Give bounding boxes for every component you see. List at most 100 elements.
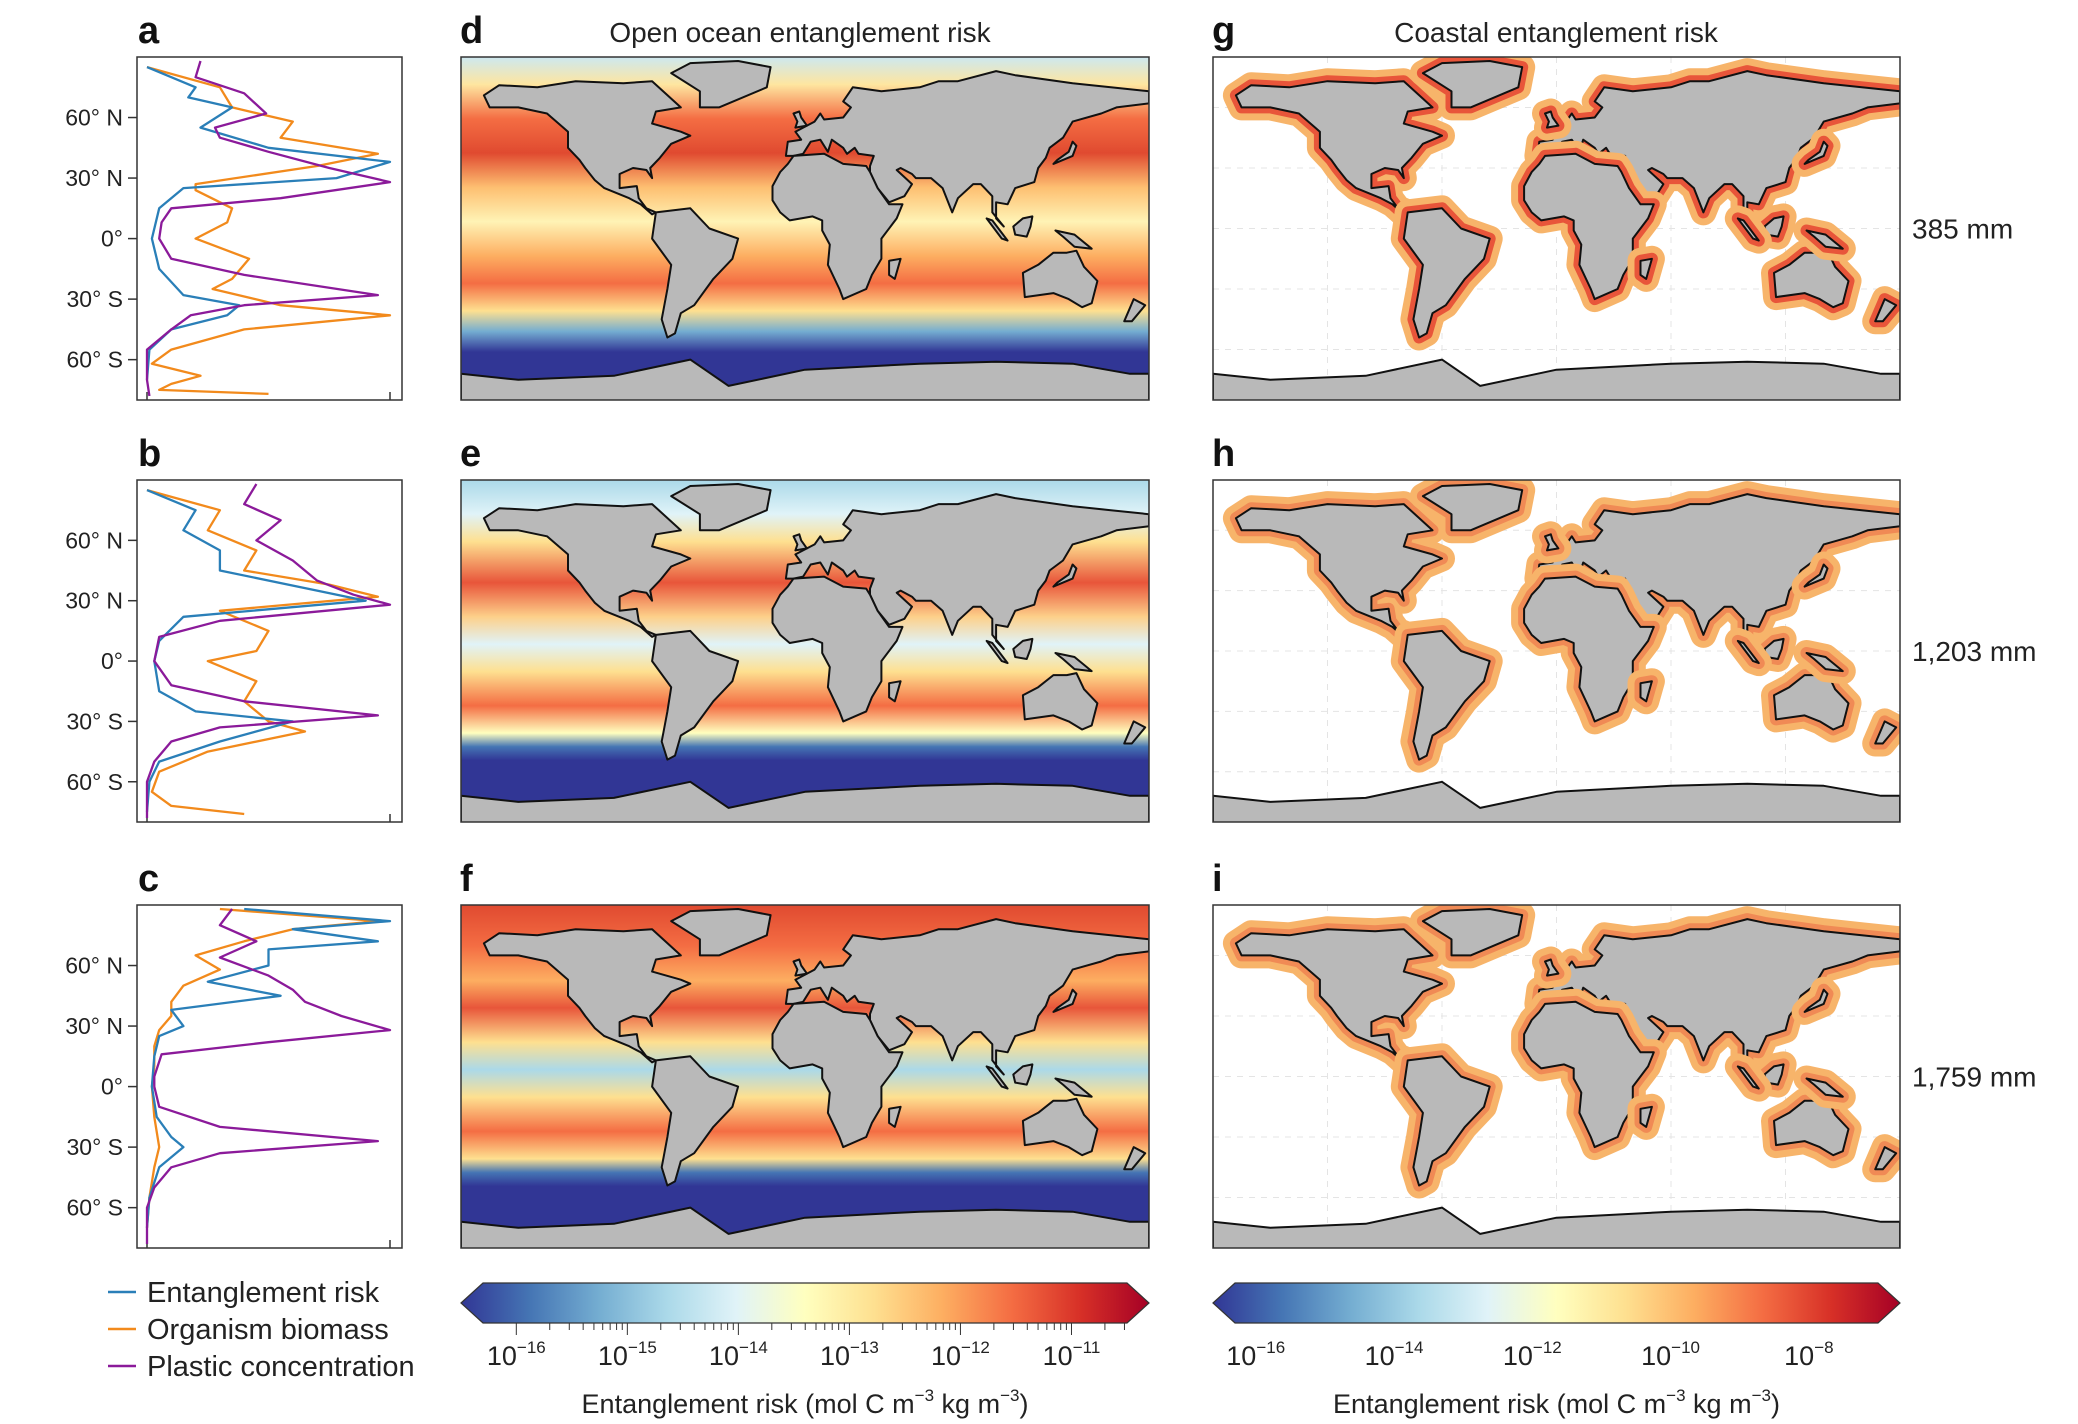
- landmass-newguinea: [1054, 652, 1093, 673]
- landmass-japan: [1803, 988, 1829, 1013]
- tick-base: 10: [1226, 1341, 1256, 1371]
- landmass-na: [1234, 80, 1443, 216]
- tick-exponent: −11: [1073, 1338, 1101, 1357]
- map-frame: [1212, 56, 1901, 401]
- colorbar-gradient: [460, 1282, 1150, 1324]
- map-frame: [1212, 904, 1901, 1249]
- y-tick-label: 30° N: [65, 588, 123, 614]
- landmass-australia: [1021, 249, 1099, 309]
- label-exponent: −3: [1000, 1386, 1019, 1405]
- landmass-africa: [771, 152, 904, 301]
- row-label: 385 mm: [1912, 214, 2013, 245]
- plot-frame: [136, 56, 403, 401]
- landmass-africa: [1523, 152, 1655, 301]
- plot-frame: [136, 904, 403, 1249]
- tick-base: 10: [931, 1341, 961, 1371]
- landmass-newguinea: [1054, 1077, 1093, 1098]
- landmass-madagascar: [888, 680, 902, 703]
- series-line-organism-biomass: [146, 488, 380, 816]
- tick-exponent: −12: [1533, 1338, 1562, 1357]
- landmass-greenland: [670, 60, 772, 109]
- series-line-organism-biomass: [146, 65, 392, 396]
- y-tick-label: 60° S: [66, 1195, 123, 1221]
- colorbar-open-ocean: 10−16 10−15 10−14 10−13 10−12 10−11Entangleme…: [460, 1282, 1150, 1419]
- tick-base: 10: [820, 1341, 850, 1371]
- landmass-sumatra: [1736, 1065, 1760, 1090]
- landmass-greenland: [1421, 483, 1524, 532]
- y-tick-label: 60° S: [66, 347, 123, 373]
- tick-exponent: −10: [1671, 1338, 1700, 1357]
- colorbar-tick-label: 10−14: [1365, 1338, 1424, 1371]
- landmass-sa: [651, 1055, 740, 1187]
- landmass-sa: [1402, 1055, 1491, 1187]
- landmass-sa: [1402, 629, 1491, 761]
- label-part: Entanglement risk (mol C m: [1333, 1389, 1666, 1419]
- landmass-sumatra: [985, 639, 1009, 665]
- landmass-eurasia: [784, 493, 1149, 650]
- landmass-newguinea: [1805, 1077, 1844, 1098]
- coastal-title: Coastal entanglement risk: [1394, 17, 1719, 48]
- open-ocean-map: [460, 904, 1150, 1249]
- row-label: 1,203 mm: [1912, 636, 2037, 667]
- colorbar-gradient: [1212, 1282, 1901, 1324]
- tick-base: 10: [487, 1341, 517, 1371]
- colorbar-tick-label: 10−15: [598, 1338, 657, 1371]
- tick-exponent: −15: [628, 1338, 657, 1357]
- landmass-sumatra: [985, 217, 1009, 242]
- y-tick-label: 60° N: [65, 527, 123, 553]
- tick-base: 10: [1784, 1341, 1814, 1371]
- series-line-entanglement-risk: [145, 907, 392, 1228]
- tick-base: 10: [1503, 1341, 1533, 1371]
- landmass-na: [1234, 503, 1443, 638]
- panel-letter: g: [1212, 10, 1235, 52]
- y-tick-label: 30° S: [66, 286, 123, 312]
- tick-exponent: −16: [1256, 1338, 1285, 1357]
- landmass-nz: [1874, 720, 1898, 745]
- landmass-greenland: [670, 483, 772, 532]
- landmass-uk: [1544, 958, 1560, 977]
- landmass-antarctica: [461, 358, 1149, 400]
- landmass-africa: [771, 575, 904, 723]
- open-ocean-map: [460, 479, 1150, 823]
- latitude-profile-b: 60° N 30° N 0° 30° S 60° S: [65, 479, 403, 823]
- colorbar-tick-label: 10−10: [1641, 1338, 1700, 1371]
- landmass-sumatra: [1736, 217, 1760, 242]
- landmass-antarctica: [461, 1206, 1149, 1248]
- landmass-eurasia: [784, 70, 1149, 228]
- label-part: ): [1771, 1389, 1780, 1419]
- map-frame: [460, 904, 1150, 1249]
- panel-letter: f: [460, 858, 473, 900]
- landmass-na: [482, 928, 692, 1064]
- panel-letter: a: [138, 10, 160, 52]
- landmass-australia: [1773, 672, 1850, 731]
- y-tick-label: 0°: [101, 226, 123, 252]
- landmass-newguinea: [1054, 229, 1093, 250]
- series-line-entanglement-risk: [145, 66, 392, 380]
- label-part: Entanglement risk (mol C m: [582, 1389, 915, 1419]
- landmass-japan: [1803, 140, 1829, 165]
- open-ocean-map: [460, 56, 1150, 401]
- landmass-borneo: [1012, 1063, 1034, 1086]
- landmass-uk: [792, 110, 808, 129]
- landmass-australia: [1773, 1097, 1850, 1157]
- landmass-greenland: [1421, 908, 1524, 957]
- landmass-borneo: [1012, 215, 1034, 238]
- panel-letter: b: [138, 433, 161, 475]
- legend-label: Entanglement risk: [147, 1277, 380, 1309]
- landmass-antarctica: [1213, 780, 1900, 822]
- coastal-map: [1212, 56, 1901, 401]
- label-part: kg m: [1686, 1389, 1752, 1419]
- landmass-na: [1234, 928, 1443, 1064]
- label-exponent: −3: [1666, 1386, 1685, 1405]
- landmass-australia: [1021, 672, 1099, 731]
- y-tick-label: 30° S: [66, 708, 123, 734]
- landmass-africa: [771, 1000, 904, 1149]
- tick-base: 10: [1365, 1341, 1395, 1371]
- label-part: kg m: [934, 1389, 1000, 1419]
- landmass-borneo: [1012, 637, 1034, 660]
- legend: Entanglement risk Organism biomass Plastic…: [108, 1277, 415, 1383]
- landmass-madagascar: [1639, 257, 1653, 280]
- label-part: ): [1019, 1389, 1028, 1419]
